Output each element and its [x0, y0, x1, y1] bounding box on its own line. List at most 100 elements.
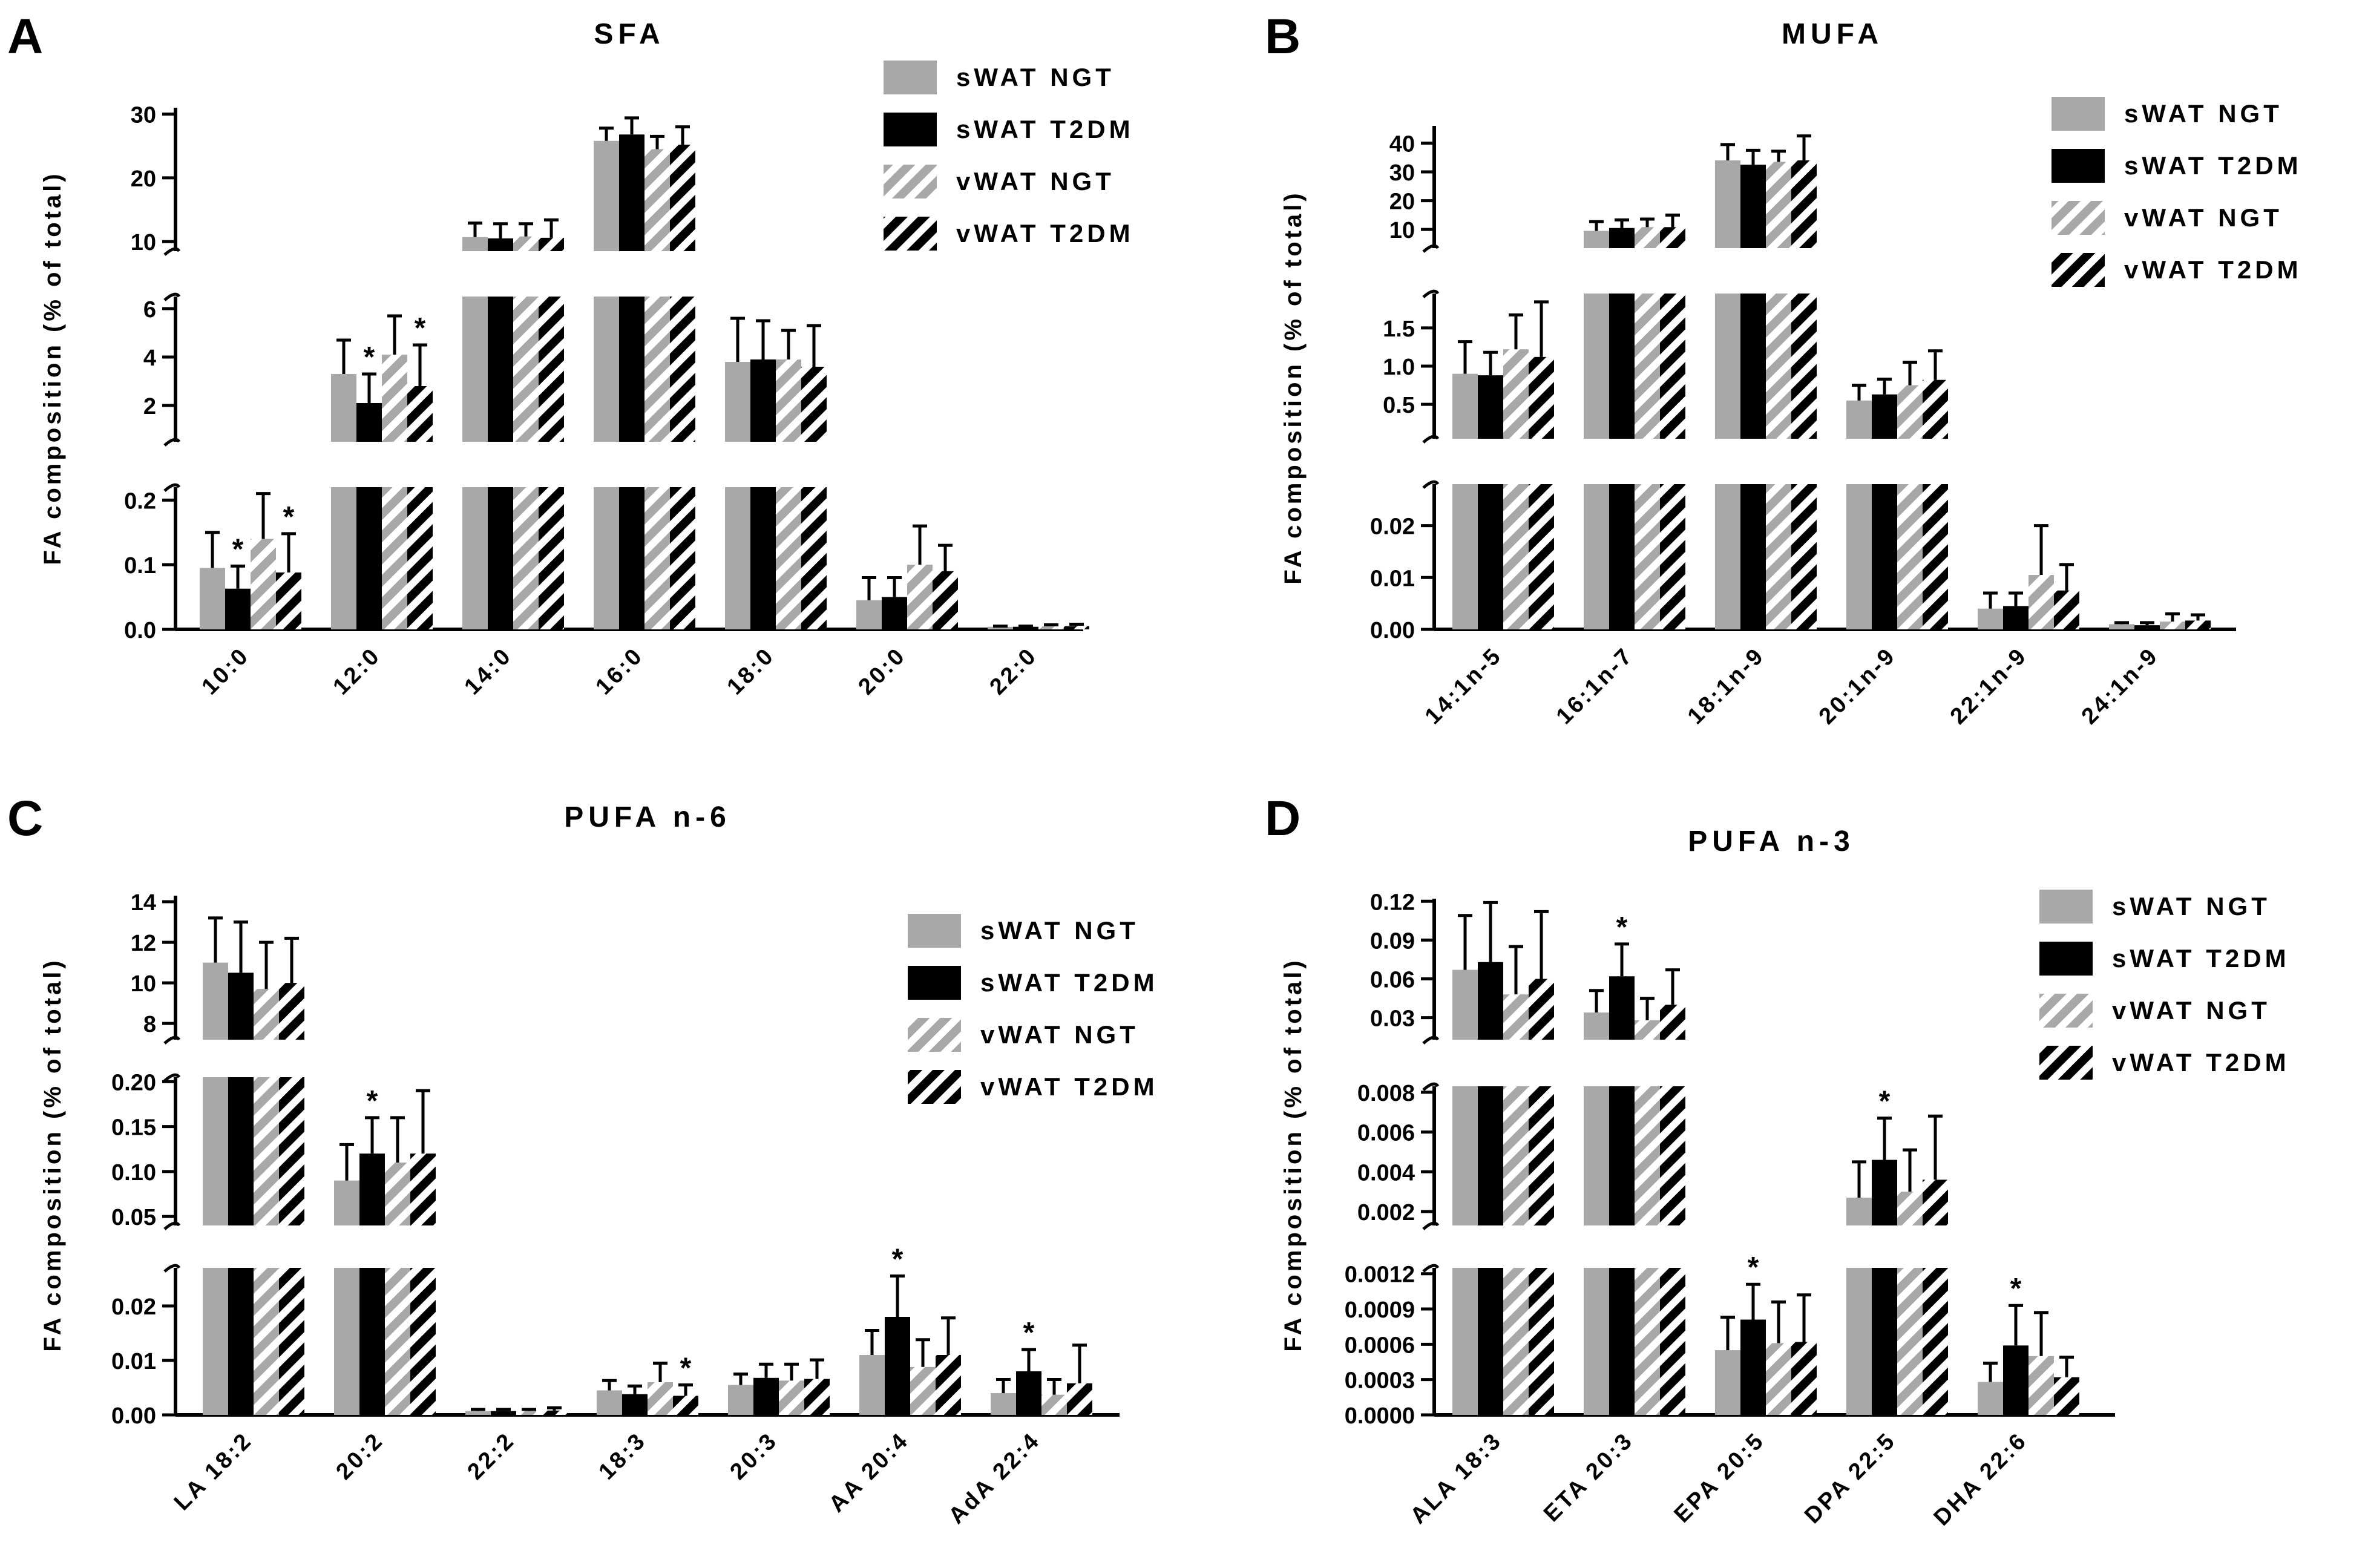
y-tick-label: 0.0012	[1345, 1262, 1415, 1288]
bar	[542, 1410, 567, 1415]
bar	[1635, 1020, 1660, 1040]
category-label: ALA 18:3	[1406, 1428, 1507, 1529]
bar	[254, 1077, 279, 1225]
y-tick-label: 0.004	[1357, 1160, 1415, 1186]
bar	[2003, 1345, 2029, 1415]
category-label: 18:3	[594, 1428, 652, 1485]
panel-a-legend: sWAT NGT sWAT T2DM vWAT NGT vWAT T2DM	[884, 61, 1130, 251]
legend-swatch	[2039, 890, 2093, 923]
bar	[1635, 484, 1660, 629]
y-tick-label: 0.00	[1370, 618, 1415, 643]
category-label: EPA 20:5	[1670, 1428, 1770, 1528]
legend-swatch	[2052, 253, 2105, 287]
category-label: DHA 22:6	[1929, 1428, 2033, 1531]
bar	[2054, 1377, 2079, 1415]
category-label: DPA 22:5	[1800, 1428, 1901, 1529]
bar	[1503, 349, 1529, 439]
bar	[670, 487, 695, 629]
bar	[407, 386, 433, 442]
bar	[1584, 484, 1609, 629]
y-tick-label: 0.0006	[1345, 1333, 1415, 1358]
bar	[385, 1268, 410, 1415]
bar	[619, 134, 644, 251]
bar	[776, 487, 801, 629]
panel-c-title: PUFA n-6	[564, 801, 731, 833]
category-label: 20:0	[854, 643, 911, 700]
bar	[1635, 227, 1660, 248]
y-tick-label: 0.0	[124, 618, 156, 643]
bar	[410, 1153, 436, 1225]
bar	[1740, 1319, 1766, 1415]
bar	[907, 565, 933, 629]
bar	[1503, 1086, 1529, 1225]
bar	[488, 238, 513, 251]
bar	[254, 1268, 279, 1415]
bar	[200, 568, 225, 629]
bar	[1529, 356, 1554, 439]
y-tick-label: 0.02	[111, 1294, 156, 1320]
axis-break-mark	[163, 438, 181, 447]
y-tick-label: 0.00	[111, 1403, 156, 1429]
bar	[203, 962, 228, 1040]
category-label: 14:0	[460, 643, 517, 700]
significance-marker: *	[364, 341, 375, 373]
bar	[1584, 1012, 1609, 1040]
significance-marker: *	[283, 501, 295, 533]
axis-break-mark	[1422, 1035, 1440, 1045]
bar	[1897, 484, 1923, 629]
legend-label: sWAT T2DM	[2112, 944, 2290, 973]
bar	[1584, 1086, 1609, 1225]
bar	[279, 983, 304, 1040]
y-tick-label: 10	[131, 971, 156, 997]
panel-a-chart: 0.0 0.1 0.2 2 4 6 10 20 30 * * 10:0 * * 12:0 14:0 16:0 18…	[124, 103, 1089, 700]
bar	[513, 297, 539, 442]
legend-swatch	[2039, 994, 2093, 1028]
bar	[1660, 1086, 1685, 1225]
significance-marker: *	[2010, 1273, 2022, 1305]
bar	[356, 487, 382, 629]
bar	[1846, 1198, 1872, 1225]
legend-swatch	[908, 966, 961, 1000]
bar	[1872, 1160, 1897, 1225]
legend-label: vWAT T2DM	[980, 1072, 1158, 1101]
bar	[1660, 294, 1685, 439]
significance-marker: *	[1879, 1086, 1891, 1118]
bar	[1660, 484, 1685, 629]
bar	[619, 297, 644, 442]
legend-swatch	[2052, 201, 2105, 235]
axis-break-mark	[1422, 289, 1440, 298]
bar	[1452, 1086, 1478, 1225]
panel-c-letter: C	[7, 791, 43, 846]
axis-break-mark	[1422, 435, 1440, 444]
bar	[513, 487, 539, 629]
bar	[779, 1380, 804, 1415]
panel-b: B MUFA FA composition (% of total) 0.000…	[1265, 9, 2302, 729]
panel-a-ylabel: FA composition (% of total)	[39, 171, 66, 565]
bar	[1897, 385, 1923, 439]
axis-break-mark	[163, 483, 181, 492]
bar	[228, 973, 254, 1040]
significance-marker: *	[1023, 1317, 1035, 1349]
legend-label: vWAT T2DM	[2124, 255, 2302, 284]
bar	[1766, 1343, 1791, 1415]
bar	[359, 1153, 385, 1225]
bar	[1452, 373, 1478, 439]
bar	[1791, 484, 1817, 629]
bar	[1791, 1342, 1817, 1415]
bar	[1038, 626, 1064, 629]
legend-label: vWAT NGT	[980, 1020, 1139, 1049]
bar	[251, 539, 276, 629]
bar	[1715, 160, 1740, 248]
bar	[776, 359, 801, 442]
legend-label: sWAT T2DM	[2124, 151, 2302, 180]
bar	[2029, 1356, 2054, 1415]
bar	[728, 1385, 753, 1415]
axis-break-mark	[163, 1073, 181, 1082]
bar	[801, 487, 827, 629]
bar	[988, 626, 1013, 629]
category-label: 10:0	[197, 643, 255, 700]
axis-break-mark	[1422, 1264, 1440, 1273]
bar	[1766, 294, 1791, 439]
category-label: 22:2	[463, 1428, 520, 1485]
